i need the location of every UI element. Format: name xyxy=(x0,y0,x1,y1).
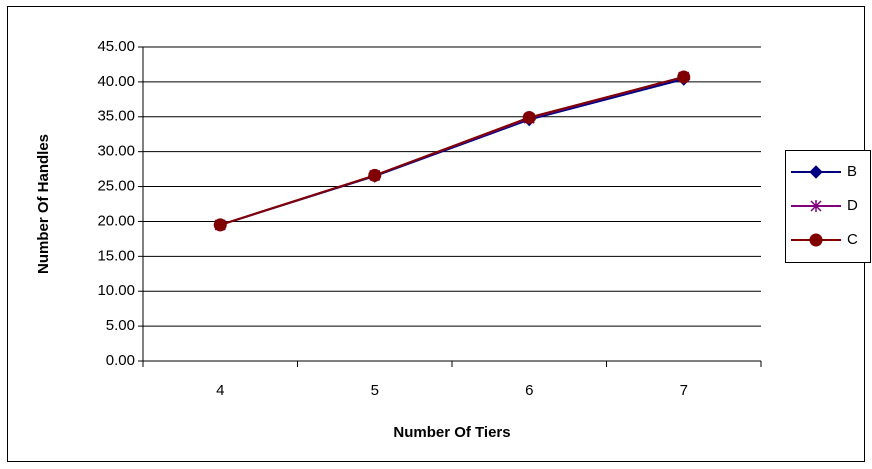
series-line xyxy=(219,76,685,226)
marker xyxy=(522,110,536,124)
legend-label: C xyxy=(847,231,858,248)
x-tick-label: 6 xyxy=(525,382,533,399)
legend-label: B xyxy=(847,163,857,180)
marker xyxy=(368,168,382,182)
y-tick-label: 25.00 xyxy=(97,178,135,195)
legend-label: D xyxy=(847,197,858,214)
y-tick-label: 40.00 xyxy=(97,73,135,90)
x-tick-label: 7 xyxy=(680,382,688,399)
x-axis-title: Number Of Tiers xyxy=(393,424,510,441)
y-tick-label: 10.00 xyxy=(97,282,135,299)
y-tick-label: 45.00 xyxy=(97,38,135,55)
marker xyxy=(213,218,227,232)
y-axis-title: Number Of Handles xyxy=(35,134,52,274)
x-tick-label: 5 xyxy=(371,382,379,399)
y-tick-label: 35.00 xyxy=(97,108,135,125)
marker xyxy=(810,200,822,212)
y-tick-label: 30.00 xyxy=(97,143,135,160)
y-tick-label: 5.00 xyxy=(106,317,135,334)
y-tick-label: 0.00 xyxy=(106,352,135,369)
plot-area xyxy=(143,47,761,361)
y-tick-label: 15.00 xyxy=(97,247,135,264)
marker xyxy=(809,165,823,179)
marker xyxy=(809,233,823,247)
marker xyxy=(677,70,691,84)
y-tick-label: 20.00 xyxy=(97,212,135,229)
x-tick-label: 4 xyxy=(216,382,224,399)
